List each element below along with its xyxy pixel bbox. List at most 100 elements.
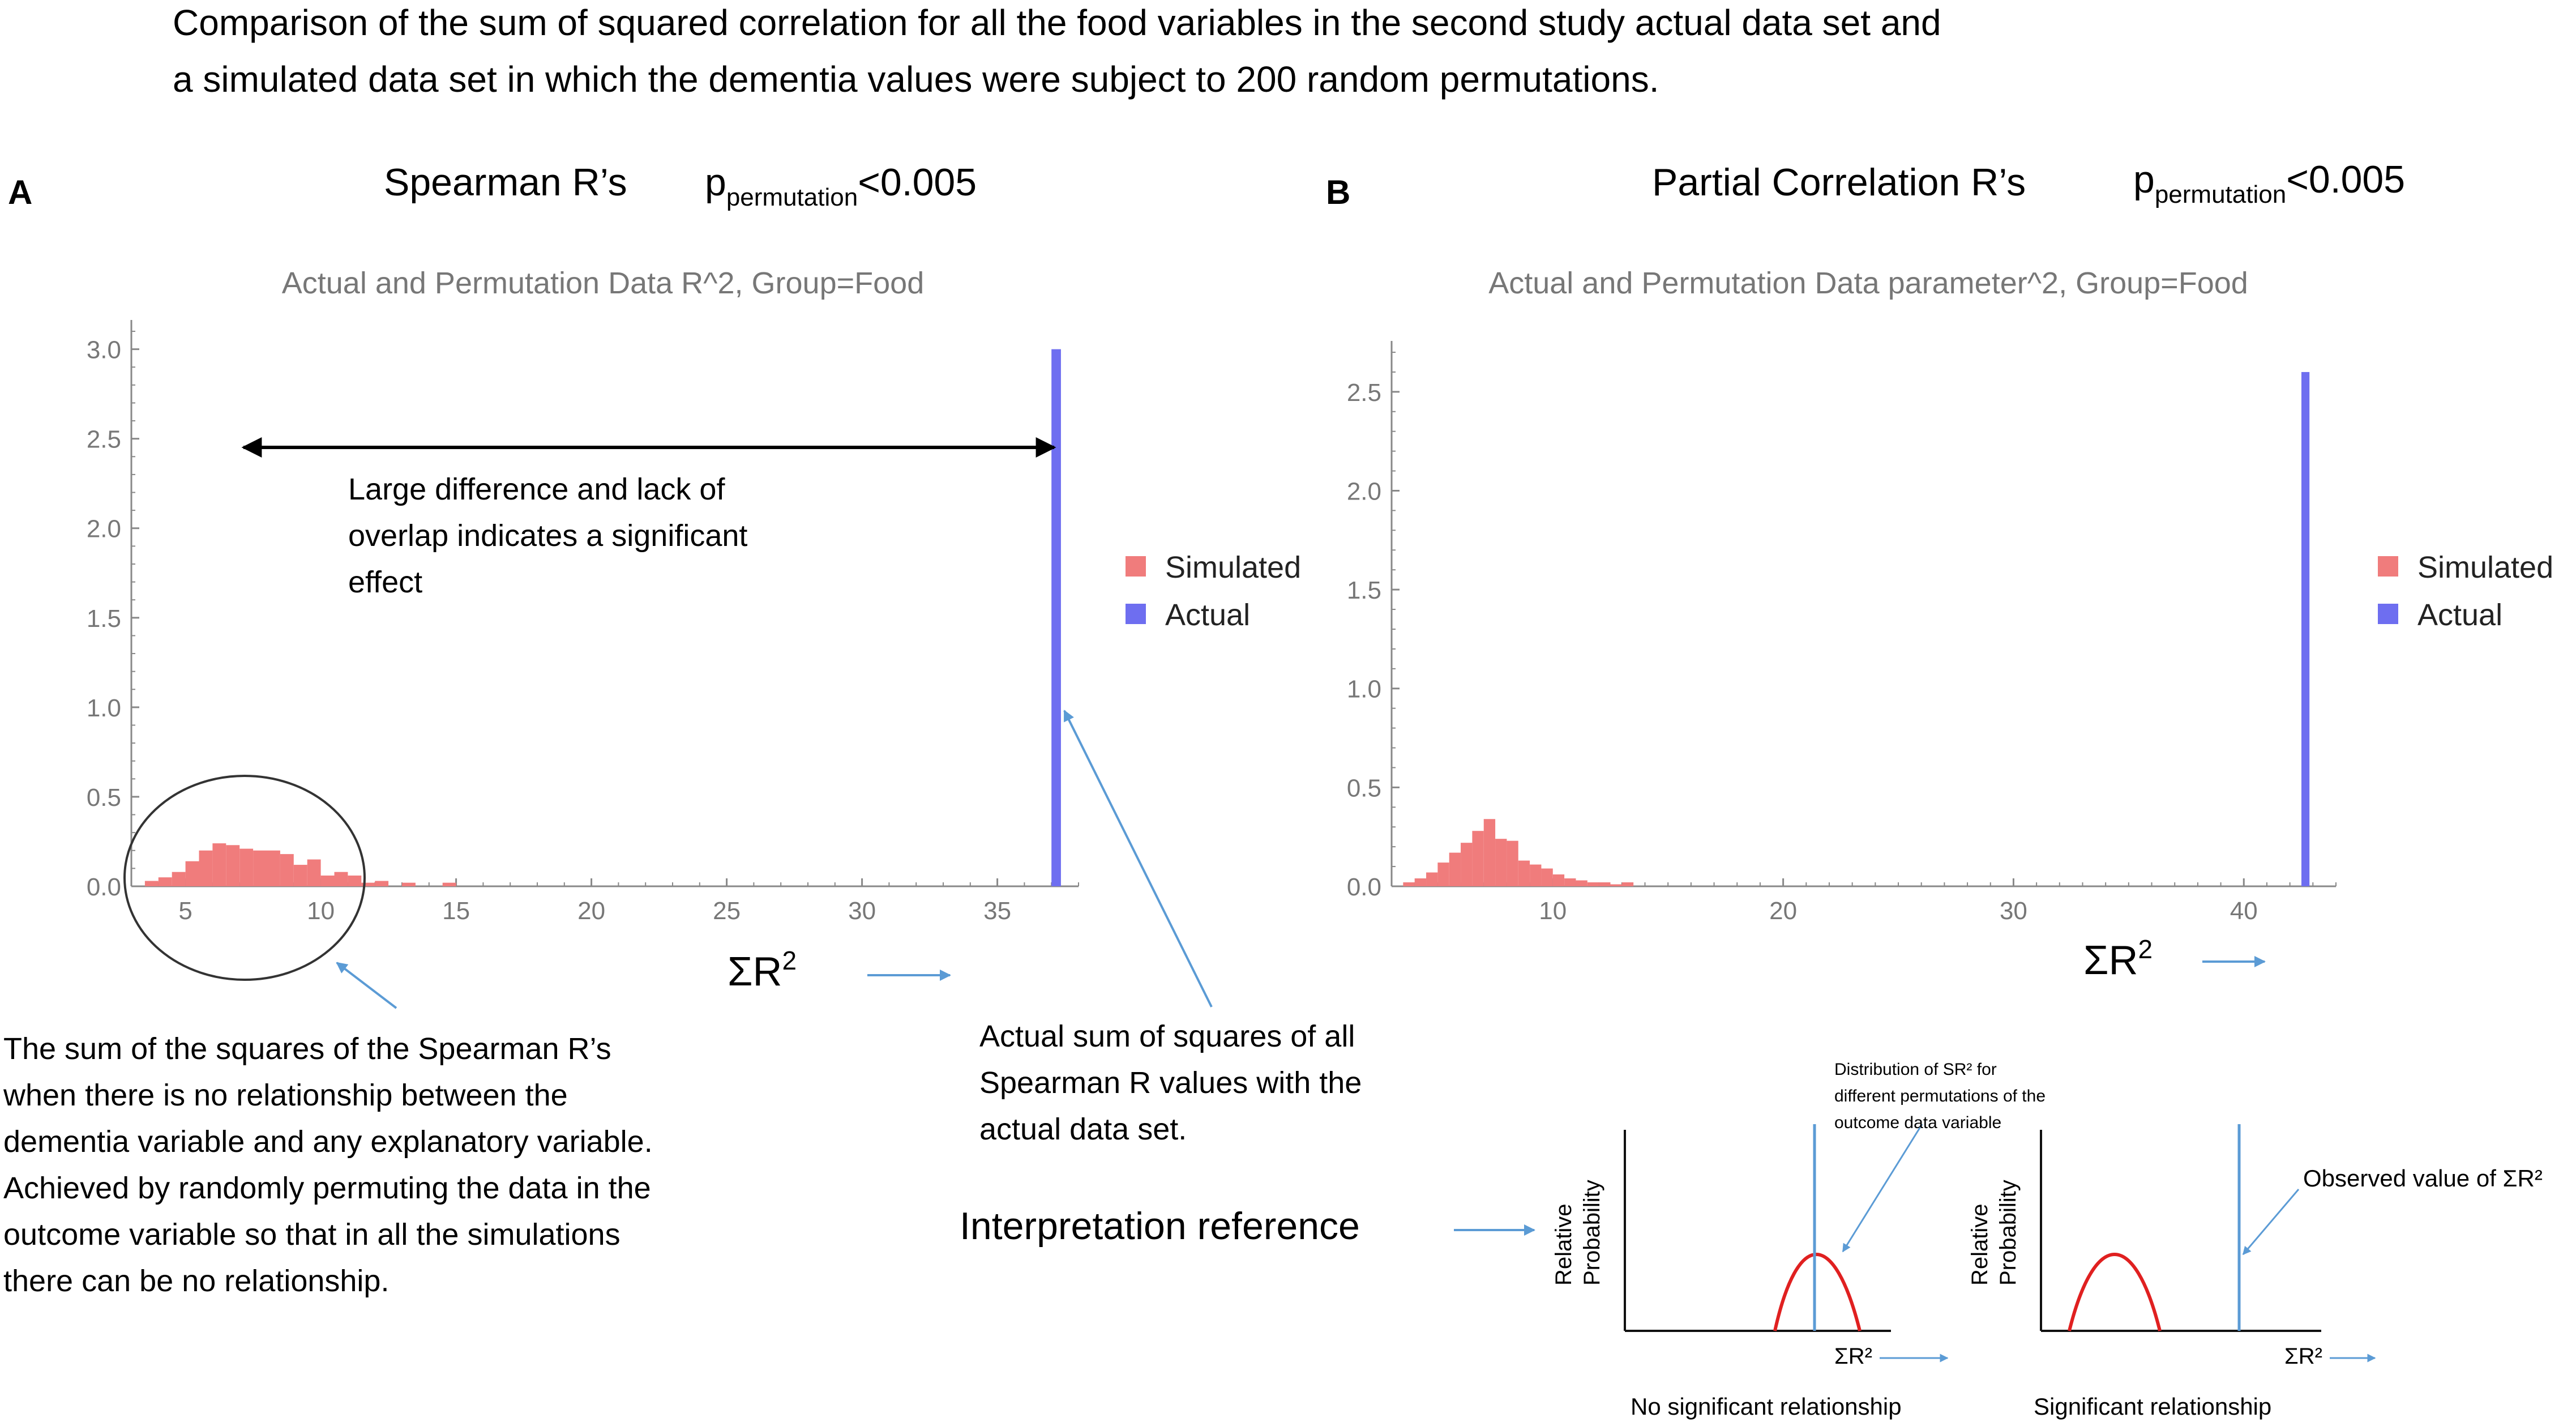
interpretation-label: Interpretation reference: [960, 1205, 1360, 1248]
chart-b-legend-swatch-simulated: [2378, 556, 2398, 577]
observed-note: Observed value of ΣR²: [2303, 1165, 2543, 1192]
chart-b-bar-simulated: [1437, 863, 1449, 886]
chart-a-y-tick-label: 1.5: [87, 605, 121, 633]
chart-b-bar-simulated: [1599, 882, 1611, 886]
panel-a-heading: Spearman R’s: [384, 161, 627, 204]
chart-a-y-tick-label: 2.5: [87, 426, 121, 454]
actual-note-line2: Spearman R values with the: [979, 1066, 1362, 1100]
chart-b-bar-simulated: [1541, 868, 1553, 886]
panel-b-p-label: ppermutation<0.005: [2133, 158, 2405, 208]
chart-b-bar-simulated: [1472, 831, 1484, 886]
chart-a-bar-simulated: [158, 877, 172, 886]
chart-a-bar-actual: [1051, 349, 1061, 886]
chart-a-bar-simulated: [253, 850, 267, 886]
panel-a-sigma-label: ΣR2: [728, 946, 797, 994]
interp-significant: Relative Probability Observed value of Σ…: [1967, 1124, 2543, 1420]
panel-b-heading: Partial Correlation R’s: [1652, 161, 2026, 204]
chart-b-bar-simulated: [1576, 880, 1587, 886]
arrow-note-line1: Large difference and lack of: [348, 472, 725, 506]
chart-b-bar-simulated: [1552, 874, 1565, 886]
chart-b-bar-simulated: [1610, 884, 1622, 886]
interp-no-significant: Relative Probability ΣR² No significant …: [1551, 1060, 2046, 1420]
chart-a-bar-simulated: [226, 845, 240, 886]
chart-a-bar-simulated: [212, 843, 226, 886]
null-note-line4: Achieved by randomly permuting the data …: [3, 1171, 651, 1205]
chart-b-bar-simulated: [1449, 852, 1461, 886]
observed-pointer: [2242, 1189, 2300, 1256]
chart-b-legend-swatch-actual: [2378, 604, 2398, 624]
chart-b-y-tick-label: 2.0: [1347, 477, 1381, 505]
chart-a-bar-simulated: [293, 865, 307, 886]
chart-a-x-tick-label: 30: [848, 897, 876, 925]
figure-title-line1: Comparison of the sum of squared correla…: [173, 2, 1941, 43]
chart-a-x-tick-label: 15: [442, 897, 470, 925]
chart-a-legend-label-actual: Actual: [1165, 598, 1250, 632]
chart-b: Actual and Permutation Data parameter^2,…: [1347, 266, 2553, 925]
chart-b-x-tick-label: 30: [2000, 897, 2027, 925]
chart-a-y-tick-label: 3.0: [87, 336, 121, 364]
distribution-note-line2: different permutations of the: [1834, 1087, 2046, 1105]
chart-b-y-tick-label: 2.5: [1347, 379, 1381, 407]
chart-a-bar-simulated: [280, 854, 294, 886]
distribution-pointer: [1842, 1124, 1923, 1253]
chart-a-x-tick-label: 20: [577, 897, 605, 925]
chart-b-bar-simulated: [1495, 839, 1507, 886]
chart-b-bar-actual: [2301, 372, 2310, 886]
interp-right-ylabel-1: Relative: [1967, 1203, 1992, 1286]
chart-b-bar-simulated: [1518, 860, 1530, 886]
chart-b-bar-simulated: [1414, 878, 1427, 886]
chart-b-x-tick-label: 10: [1539, 897, 1567, 925]
arrow-note-line3: effect: [348, 565, 422, 599]
null-note-line3: dementia variable and any explanatory va…: [3, 1125, 653, 1159]
chart-b-x-tick-label: 40: [2230, 897, 2258, 925]
chart-a-bar-simulated: [402, 882, 416, 886]
chart-b-bar-simulated: [1530, 864, 1542, 886]
chart-b-y-tick-label: 1.5: [1347, 577, 1381, 604]
null-note-line2: when there is no relationship between th…: [3, 1078, 568, 1112]
chart-a-bar-simulated: [185, 861, 199, 886]
panel-b-sigma-label: ΣR2: [2083, 934, 2153, 983]
chart-a-bar-simulated: [442, 882, 456, 886]
chart-b-bar-simulated: [1483, 819, 1496, 886]
chart-a-bar-simulated: [334, 872, 348, 886]
actual-note-line1: Actual sum of squares of all: [979, 1019, 1355, 1053]
chart-a-bar-simulated: [172, 872, 186, 886]
actual-note-pointer: [1063, 710, 1213, 1007]
chart-b-y-tick-label: 0.5: [1347, 774, 1381, 802]
chart-b-bar-simulated: [1426, 872, 1438, 886]
chart-a-y-tick-label: 1.0: [87, 694, 121, 722]
chart-b-bar-simulated: [1507, 840, 1518, 886]
chart-a-x-tick-label: 10: [307, 897, 335, 925]
chart-a-x-tick-label: 25: [713, 897, 741, 925]
arrow-note-line2: overlap indicates a significant: [348, 519, 747, 553]
chart-a-bar-simulated: [199, 850, 213, 886]
distribution-note-line3: outcome data variable: [1834, 1113, 2001, 1132]
chart-b-bar-simulated: [1621, 882, 1634, 886]
chart-b-bar-simulated: [1564, 878, 1576, 886]
chart-b-y-tick-label: 1.0: [1347, 676, 1381, 703]
chart-a-bar-simulated: [320, 876, 335, 886]
interp-left-caption: No significant relationship: [1631, 1393, 1902, 1420]
chart-a-bar-simulated: [307, 859, 321, 886]
chart-b-x-tick-label: 20: [1769, 897, 1797, 925]
interp-left-ylabel-1: Relative: [1551, 1203, 1576, 1286]
null-note-line1: The sum of the squares of the Spearman R…: [3, 1032, 611, 1066]
chart-a-bar-simulated: [144, 881, 159, 886]
chart-a-y-tick-label: 0.0: [87, 873, 121, 901]
chart-a-legend-swatch-simulated: [1126, 556, 1146, 577]
chart-b-legend-label-simulated: Simulated: [2417, 550, 2553, 584]
chart-a-y-tick-label: 2.0: [87, 515, 121, 543]
panel-a-p-label: ppermutation<0.005: [705, 161, 977, 211]
chart-b-bar-simulated: [1587, 882, 1599, 886]
null-note-line6: there can be no relationship.: [3, 1264, 389, 1298]
figure-title-line2: a simulated data set in which the dement…: [173, 59, 1659, 100]
chart-a-bar-simulated: [239, 848, 254, 886]
interp-right-curve: [2068, 1253, 2162, 1331]
chart-b-bar-simulated: [1461, 843, 1473, 886]
actual-note-line3: actual data set.: [979, 1112, 1187, 1146]
chart-a-x-tick-label: 5: [178, 897, 192, 925]
chart-a-bar-simulated: [267, 850, 280, 886]
chart-b-legend-label-actual: Actual: [2417, 598, 2502, 632]
chart-b-title: Actual and Permutation Data parameter^2,…: [1488, 266, 2248, 300]
